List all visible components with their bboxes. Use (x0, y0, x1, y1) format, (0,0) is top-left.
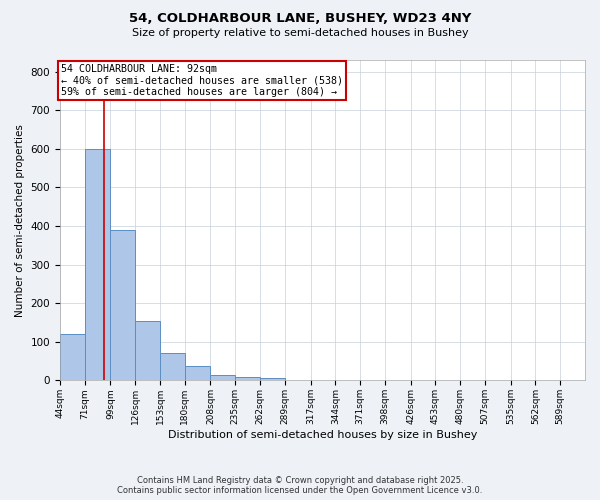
Bar (235, 378, 260, 380)
Text: Size of property relative to semi-detached houses in Bushey: Size of property relative to semi-detach… (131, 28, 469, 38)
Bar (160, 354, 185, 380)
Bar (110, 230, 135, 380)
Bar (260, 378, 285, 380)
Text: 54, COLDHARBOUR LANE, BUSHEY, WD23 4NY: 54, COLDHARBOUR LANE, BUSHEY, WD23 4NY (129, 12, 471, 26)
Bar (185, 366, 211, 380)
Bar (211, 374, 235, 380)
Bar (135, 320, 160, 380)
Bar (60, 334, 85, 380)
Text: 54 COLDHARBOUR LANE: 92sqm
← 40% of semi-detached houses are smaller (538)
59% o: 54 COLDHARBOUR LANE: 92sqm ← 40% of semi… (61, 64, 343, 97)
Bar (85, 149, 110, 380)
X-axis label: Distribution of semi-detached houses by size in Bushey: Distribution of semi-detached houses by … (168, 430, 477, 440)
Y-axis label: Number of semi-detached properties: Number of semi-detached properties (15, 124, 25, 316)
Text: Contains HM Land Registry data © Crown copyright and database right 2025.
Contai: Contains HM Land Registry data © Crown c… (118, 476, 482, 495)
